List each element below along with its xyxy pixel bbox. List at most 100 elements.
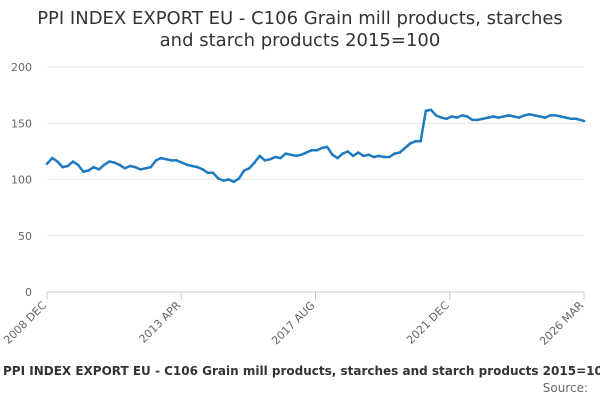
data-point[interactable] [476, 118, 479, 122]
data-point[interactable] [66, 164, 70, 168]
data-point[interactable] [554, 114, 557, 117]
data-point[interactable] [351, 154, 355, 158]
data-point[interactable] [440, 116, 443, 119]
data-point[interactable] [232, 180, 236, 184]
data-point[interactable] [113, 161, 116, 164]
data-point[interactable] [185, 163, 189, 167]
data-point[interactable] [211, 171, 215, 175]
data-point[interactable] [445, 117, 448, 121]
data-point[interactable] [242, 169, 246, 172]
data-point[interactable] [222, 179, 225, 182]
data-point[interactable] [97, 168, 101, 171]
data-point[interactable] [118, 163, 121, 167]
data-point[interactable] [357, 151, 360, 154]
data-point[interactable] [455, 116, 459, 119]
data-point[interactable] [491, 115, 495, 118]
data-point[interactable] [362, 154, 365, 158]
data-point[interactable] [486, 116, 490, 119]
data-point[interactable] [424, 109, 428, 113]
data-point[interactable] [299, 153, 303, 157]
data-point[interactable] [165, 158, 168, 161]
data-point[interactable] [403, 146, 407, 150]
data-point[interactable] [408, 142, 412, 145]
data-point[interactable] [382, 155, 386, 159]
data-point[interactable] [50, 156, 54, 160]
data-point[interactable] [434, 114, 438, 117]
data-point[interactable] [268, 158, 272, 161]
data-point[interactable] [574, 117, 578, 121]
data-point[interactable] [533, 114, 536, 117]
data-point[interactable] [56, 160, 59, 163]
data-point[interactable] [284, 152, 288, 155]
data-point[interactable] [331, 153, 334, 157]
data-point[interactable] [71, 160, 75, 163]
data-point[interactable] [429, 108, 433, 112]
data-point[interactable] [528, 113, 531, 116]
data-point[interactable] [294, 154, 298, 158]
data-point[interactable] [248, 167, 251, 170]
data-point[interactable] [497, 116, 500, 119]
data-point[interactable] [466, 115, 469, 118]
data-point[interactable] [398, 151, 402, 154]
data-point[interactable] [336, 156, 339, 160]
data-point[interactable] [237, 177, 241, 180]
data-point[interactable] [175, 159, 178, 162]
data-point[interactable] [517, 116, 521, 119]
data-point[interactable] [149, 165, 153, 169]
data-point[interactable] [315, 149, 319, 152]
data-point[interactable] [258, 154, 262, 158]
data-point[interactable] [564, 116, 568, 119]
data-point[interactable] [393, 152, 396, 155]
data-point[interactable] [377, 154, 381, 158]
data-point[interactable] [507, 114, 511, 117]
data-point[interactable] [61, 165, 64, 169]
data-point[interactable] [388, 155, 391, 159]
data-point[interactable] [82, 170, 85, 173]
data-point[interactable] [102, 163, 106, 167]
data-point[interactable] [372, 155, 376, 159]
data-point[interactable] [538, 115, 542, 118]
data-point[interactable] [569, 117, 573, 121]
data-point[interactable] [253, 161, 256, 164]
data-point[interactable] [471, 118, 474, 122]
data-point[interactable] [523, 114, 526, 117]
data-point[interactable] [154, 159, 158, 162]
data-point[interactable] [180, 161, 184, 164]
data-point[interactable] [460, 114, 464, 117]
data-point[interactable] [450, 115, 454, 118]
data-point[interactable] [123, 167, 127, 170]
data-point[interactable] [289, 153, 293, 157]
data-point[interactable] [227, 178, 230, 181]
data-point[interactable] [206, 171, 210, 175]
data-point[interactable] [144, 167, 147, 170]
data-point[interactable] [159, 156, 163, 160]
data-point[interactable] [341, 152, 345, 155]
data-point[interactable] [216, 177, 220, 180]
data-point[interactable] [419, 140, 422, 143]
data-point[interactable] [133, 165, 137, 169]
data-point[interactable] [310, 149, 313, 152]
data-point[interactable] [559, 115, 562, 118]
data-point[interactable] [325, 145, 329, 149]
data-point[interactable] [87, 169, 90, 172]
data-point[interactable] [549, 114, 552, 117]
data-point[interactable] [108, 160, 111, 163]
data-point[interactable] [170, 159, 173, 162]
data-point[interactable] [320, 146, 324, 150]
data-point[interactable] [279, 156, 282, 160]
data-point[interactable] [191, 164, 194, 168]
data-point[interactable] [367, 153, 371, 157]
data-point[interactable] [414, 140, 417, 143]
data-point[interactable] [502, 115, 505, 118]
data-point[interactable] [512, 115, 516, 118]
data-point[interactable] [201, 168, 204, 171]
data-point[interactable] [481, 117, 485, 121]
data-point[interactable] [76, 163, 80, 167]
data-point[interactable] [45, 162, 49, 166]
data-point[interactable] [274, 155, 277, 159]
data-point[interactable] [128, 164, 132, 168]
data-point[interactable] [543, 116, 547, 119]
data-point[interactable] [263, 159, 267, 162]
data-point[interactable] [196, 165, 199, 169]
data-point[interactable] [582, 119, 586, 123]
